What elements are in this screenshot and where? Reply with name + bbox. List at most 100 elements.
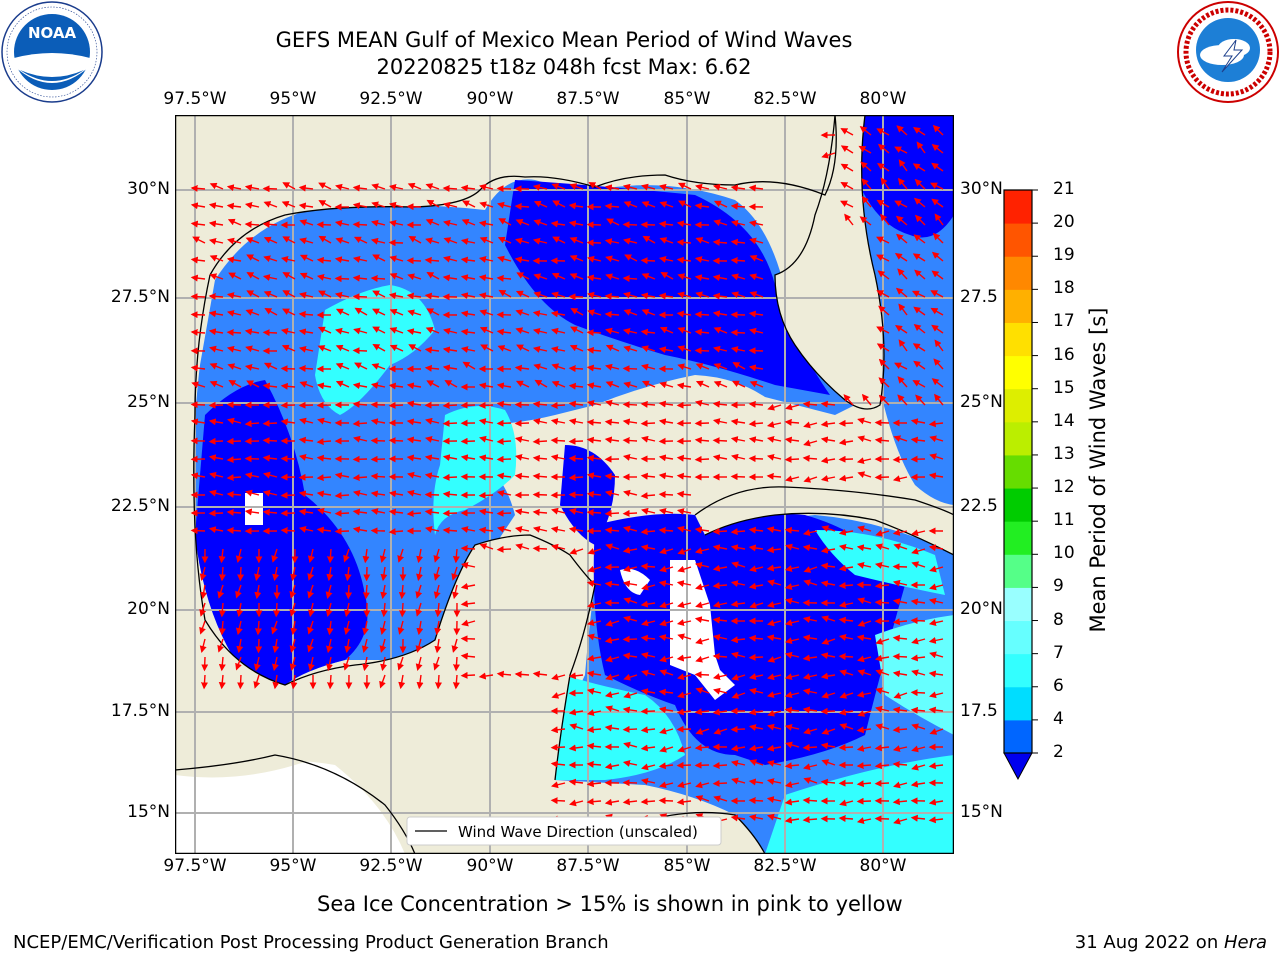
wind-wave-arrow (388, 490, 404, 498)
wind-wave-arrow (910, 689, 926, 697)
wind-wave-arrow (263, 362, 278, 370)
wind-wave-arrow (262, 437, 278, 445)
wind-wave-arrow (658, 634, 674, 642)
wind-wave-arrow (623, 597, 638, 604)
wind-wave-arrow (326, 674, 334, 690)
wind-wave-arrow (244, 508, 260, 516)
wind-wave-arrow (929, 565, 944, 573)
wind-wave-arrow (785, 597, 800, 605)
wind-wave-arrow (766, 546, 782, 554)
wind-wave-arrow (244, 202, 260, 209)
wind-wave-arrow (892, 760, 908, 768)
wind-wave-arrow (442, 490, 458, 498)
wind-wave-arrow (442, 364, 458, 372)
wind-wave-arrow (749, 273, 764, 281)
wind-wave-arrow (478, 508, 494, 516)
wind-wave-arrow (586, 509, 602, 517)
colorbar-segment (1004, 223, 1032, 257)
wind-wave-arrow (911, 547, 926, 555)
map-frame (174, 114, 955, 855)
wind-wave-arrow (516, 344, 530, 352)
wind-wave-arrow (407, 182, 422, 190)
wind-wave-arrow (640, 328, 656, 336)
wind-wave-arrow (209, 471, 224, 479)
wind-wave-arrow (497, 201, 512, 209)
wind-wave-arrow (748, 634, 764, 642)
wind-wave-arrow (767, 579, 782, 587)
wind-wave-arrow (280, 256, 296, 263)
wind-wave-arrow (406, 489, 422, 497)
wind-wave-arrow (730, 759, 746, 767)
wind-wave-arrow (897, 394, 908, 406)
wind-wave-arrow (731, 673, 746, 681)
wind-wave-arrow (766, 778, 782, 785)
wind-wave-arrow (892, 455, 908, 463)
wind-wave-arrow (325, 638, 333, 654)
wind-wave-arrow (892, 653, 908, 661)
wind-wave-arrow (622, 509, 638, 517)
low-period-region-ne-gulf (505, 180, 830, 395)
wind-wave-arrow (298, 364, 314, 372)
wind-wave-arrow (289, 602, 297, 617)
wind-wave-arrow (425, 183, 440, 190)
wind-wave-arrow (226, 184, 242, 192)
wind-wave-arrow (370, 382, 386, 389)
wind-wave-arrow (352, 400, 368, 408)
wind-wave-arrow (442, 346, 458, 354)
wind-wave-arrow (658, 526, 674, 534)
wind-wave-arrow (730, 725, 746, 733)
wind-wave-arrow (678, 200, 692, 208)
wind-wave-arrow (424, 454, 440, 462)
wind-wave-arrow (712, 454, 728, 462)
wind-wave-arrow (352, 420, 368, 428)
wind-wave-arrow (803, 566, 818, 573)
wind-wave-arrow (208, 526, 224, 534)
wind-wave-arrow (892, 475, 908, 483)
wind-wave-arrow (623, 615, 638, 623)
wind-wave-arrow (622, 798, 638, 806)
wind-wave-arrow (226, 256, 242, 264)
wind-wave-arrow (840, 163, 854, 172)
wind-wave-arrow (479, 183, 494, 191)
wind-wave-arrow (784, 526, 800, 534)
wind-wave-arrow (190, 293, 206, 301)
wind-wave-arrow (910, 598, 926, 606)
wind-wave-arrow (749, 237, 764, 245)
wind-wave-arrow (622, 546, 638, 554)
wind-wave-arrow (892, 706, 908, 714)
wind-wave-arrow (748, 544, 764, 552)
wind-wave-arrow (307, 548, 315, 563)
wind-wave-arrow (352, 184, 368, 192)
wind-wave-arrow (604, 724, 620, 732)
wind-wave-arrow (443, 201, 458, 209)
wind-wave-arrow (478, 672, 494, 680)
wind-wave-arrow (415, 638, 423, 653)
wind-wave-arrow (415, 584, 423, 599)
wind-wave-arrow (748, 653, 764, 661)
lat-label-left: 30°N (127, 179, 170, 199)
wind-wave-arrow (551, 183, 566, 190)
wind-wave-arrow (272, 674, 280, 690)
wind-wave-arrow (253, 674, 261, 689)
wind-wave-arrow (280, 327, 296, 335)
wind-wave-arrow (532, 327, 548, 335)
wind-wave-arrow (912, 163, 926, 172)
wind-wave-arrow (282, 182, 296, 190)
noaa-logo-text: NOAA (28, 24, 77, 42)
wind-wave-arrow (676, 310, 692, 318)
wind-wave-arrow (424, 491, 440, 499)
wind-wave-arrow (299, 237, 314, 245)
wind-wave-arrow (424, 435, 440, 443)
wind-wave-arrow (713, 795, 728, 803)
wind-wave-arrow (931, 144, 944, 154)
wind-wave-arrow (246, 272, 260, 280)
wind-wave-arrow (478, 454, 494, 462)
wind-wave-arrow (748, 436, 764, 444)
wind-wave-arrow (748, 673, 764, 680)
colorbar-tick-label: 17 (1053, 311, 1075, 332)
wind-wave-arrow (695, 637, 710, 645)
wind-wave-arrow (552, 200, 566, 208)
colorbar-tick-label: 6 (1053, 675, 1064, 696)
wind-wave-arrow (622, 327, 638, 335)
wind-wave-arrow (910, 780, 926, 788)
